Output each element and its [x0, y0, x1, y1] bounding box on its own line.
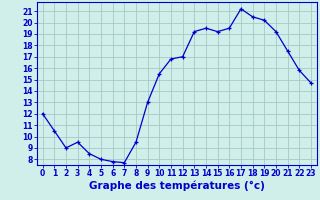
X-axis label: Graphe des températures (°c): Graphe des températures (°c): [89, 181, 265, 191]
